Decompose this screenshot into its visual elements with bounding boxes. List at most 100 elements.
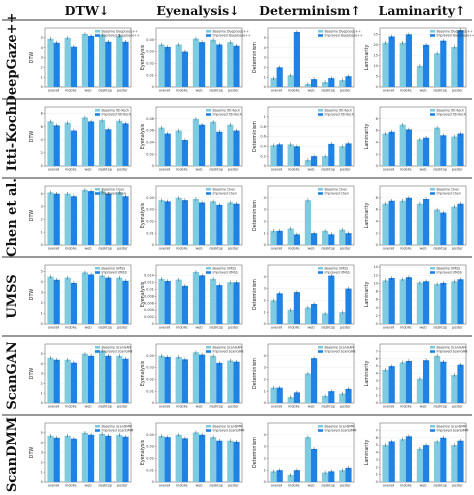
panel-scangan-determinism: Determinism 0 1 2 3 4 overall mobile web desktop p… bbox=[252, 343, 356, 409]
bar-improved bbox=[216, 44, 223, 87]
x-tick-label: poster bbox=[452, 326, 463, 330]
legend-entry: Baseline DeepGaze++ bbox=[437, 29, 474, 33]
bar-baseline bbox=[99, 350, 106, 403]
x-tick-label: desktop bbox=[433, 326, 447, 330]
legend-entry: Improved Itti-Koch bbox=[325, 113, 354, 117]
bar-improved bbox=[181, 140, 188, 166]
bar-improved bbox=[199, 42, 206, 87]
legend-swatch bbox=[430, 350, 435, 353]
bar-baseline bbox=[304, 437, 311, 482]
bar-improved bbox=[216, 440, 223, 482]
bar-improved bbox=[88, 434, 95, 482]
legend-entry: Improved Itti-Koch bbox=[437, 113, 466, 117]
y-axis-label: DTW bbox=[29, 210, 35, 222]
legend-swatch bbox=[318, 113, 323, 116]
y-tick-label: 0 bbox=[376, 164, 378, 168]
bar-baseline bbox=[399, 124, 406, 166]
bar-improved bbox=[233, 361, 240, 403]
x-tick-label: desktop bbox=[98, 405, 112, 409]
y-tick-label: 1 bbox=[41, 75, 43, 79]
panel-itti-koch-determinism: Determinism 0 0.2 0.4 0.6 0.8 1 overall mobile we… bbox=[252, 106, 355, 172]
panel-deepgaze--dtw: DTW 0 1 2 3 4 5 overall mobile web desktop poster Ba… bbox=[29, 27, 140, 93]
legend-swatch bbox=[95, 188, 100, 191]
bar-improved bbox=[122, 196, 129, 245]
column-title-1: Eyenalysis↓ bbox=[156, 3, 239, 18]
bar-improved bbox=[440, 135, 447, 166]
x-tick-label: mobile bbox=[176, 484, 188, 488]
y-tick-label: 4 bbox=[264, 275, 266, 279]
x-tick-label: desktop bbox=[321, 326, 335, 330]
bar-improved bbox=[181, 51, 188, 87]
bar-improved bbox=[388, 366, 395, 403]
legend-entry: Improved ScanDMM bbox=[102, 429, 134, 433]
bar-improved bbox=[388, 36, 395, 87]
x-tick-label: overall bbox=[383, 247, 395, 251]
panel-deepgaze--laminarity: Laminarity 0 5 10 15 20 25 overall mobile web desk… bbox=[364, 27, 474, 93]
x-tick-label: overall bbox=[383, 89, 395, 93]
bar-improved bbox=[233, 45, 240, 87]
x-tick-label: overall bbox=[48, 405, 60, 409]
bar-baseline bbox=[116, 355, 123, 403]
y-tick-label: 2 bbox=[41, 65, 43, 69]
legend-swatch bbox=[430, 425, 435, 428]
legend-entry: Baseline Chen bbox=[325, 187, 348, 191]
x-tick-label: desktop bbox=[209, 247, 223, 251]
bar-baseline bbox=[47, 192, 54, 245]
y-tick-label: 4 bbox=[264, 46, 266, 50]
bar-improved bbox=[457, 279, 464, 324]
y-tick-label: 3 bbox=[41, 372, 43, 376]
x-tick-label: desktop bbox=[433, 247, 447, 251]
bar-baseline bbox=[382, 42, 389, 87]
panel-umss-laminarity: Laminarity 0 2 4 6 8 10 12 14 overall mobile web des… bbox=[364, 264, 467, 330]
y-axis-label: Eyenalysis bbox=[140, 439, 146, 465]
y-tick-label: 3 bbox=[376, 379, 378, 383]
x-tick-label: desktop bbox=[98, 247, 112, 251]
legend-swatch bbox=[430, 113, 435, 116]
x-tick-label: desktop bbox=[98, 168, 112, 172]
y-tick-label: 0.006 bbox=[144, 301, 154, 305]
x-tick-label: mobile bbox=[288, 405, 300, 409]
bar-baseline bbox=[451, 46, 458, 87]
y-tick-label: 0 bbox=[264, 480, 266, 484]
bar-improved bbox=[105, 193, 112, 245]
x-tick-label: web bbox=[195, 484, 202, 488]
bar-baseline bbox=[116, 434, 123, 482]
bar-improved bbox=[276, 387, 283, 403]
bar-improved bbox=[53, 279, 60, 324]
y-tick-label: 0 bbox=[152, 322, 154, 326]
bar-improved bbox=[233, 130, 240, 166]
x-tick-label: overall bbox=[48, 89, 60, 93]
x-tick-label: mobile bbox=[65, 326, 77, 330]
bar-baseline bbox=[210, 39, 217, 87]
bar-baseline bbox=[192, 352, 199, 403]
bar-improved bbox=[293, 31, 300, 87]
y-tick-label: 0.02 bbox=[146, 220, 154, 224]
bar-improved bbox=[423, 137, 430, 166]
panel-umss-determinism: Determinism 0 1 2 3 4 overall mobile web desktop p… bbox=[252, 264, 355, 330]
bar-baseline bbox=[451, 281, 458, 324]
y-tick-label: 15 bbox=[373, 53, 377, 57]
y-tick-label: 0.03 bbox=[146, 366, 154, 370]
y-tick-label: 2 bbox=[376, 152, 378, 156]
bar-improved bbox=[164, 201, 171, 245]
bar-improved bbox=[53, 125, 60, 166]
bar-improved bbox=[293, 146, 300, 166]
y-tick-label: 2 bbox=[264, 378, 266, 382]
legend-swatch bbox=[95, 425, 100, 428]
legend-entry: Improved DeepGaze++ bbox=[325, 34, 363, 38]
bar-baseline bbox=[175, 197, 182, 245]
bar-improved bbox=[405, 197, 412, 245]
y-tick-label: 8 bbox=[376, 117, 378, 121]
bar-baseline bbox=[304, 160, 311, 166]
y-tick-label: 1 bbox=[264, 389, 266, 393]
legend-entry: Improved Chen bbox=[325, 192, 349, 196]
bar-baseline bbox=[158, 200, 165, 245]
bar-improved bbox=[311, 233, 318, 245]
legend-swatch bbox=[318, 109, 323, 112]
y-tick-label: 0 bbox=[152, 480, 154, 484]
legend-entry: Baseline ScanGAN bbox=[102, 345, 132, 349]
y-tick-label: 2 bbox=[376, 314, 378, 318]
bar-improved bbox=[388, 200, 395, 245]
bar-improved bbox=[311, 448, 318, 482]
